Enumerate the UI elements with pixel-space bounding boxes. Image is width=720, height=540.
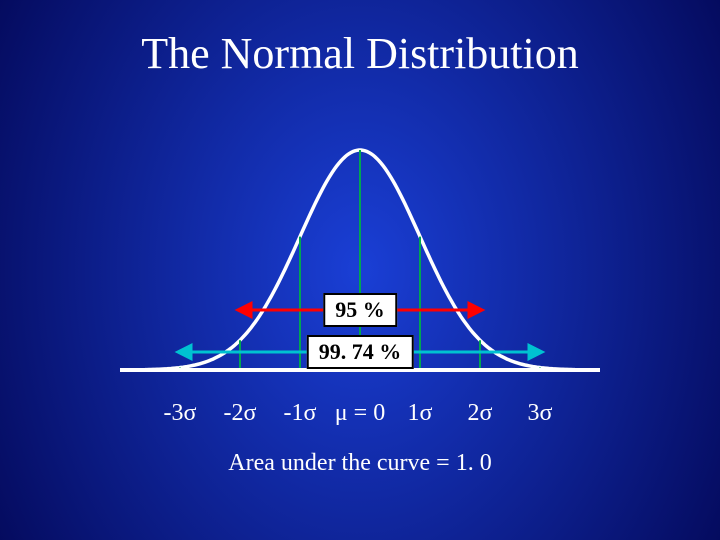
x-axis-label: -3σ [164,400,197,427]
x-axis-label: -2σ [224,400,257,427]
slide: The Normal Distribution 95 %99. 74 %-3σ-… [0,0,720,540]
interval-label: 95 % [323,293,397,327]
x-axis-label: μ = 0 [335,400,385,427]
page-title: The Normal Distribution [0,28,720,79]
x-axis-label: 3σ [528,400,553,427]
caption: Area under the curve = 1. 0 [0,450,720,477]
interval-label: 99. 74 % [307,335,414,369]
x-axis-label: -1σ [284,400,317,427]
x-axis-label: 1σ [408,400,433,427]
x-axis-label: 2σ [468,400,493,427]
